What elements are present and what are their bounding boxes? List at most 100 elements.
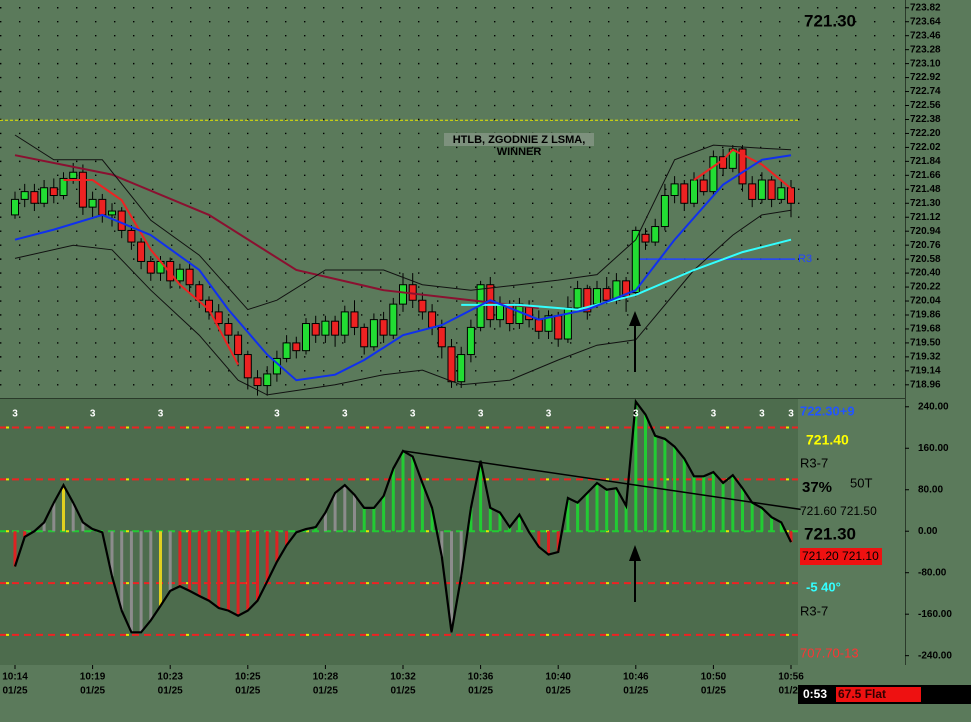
histogram-bar bbox=[314, 527, 318, 532]
candle-body bbox=[185, 268, 194, 286]
range-box bbox=[800, 548, 882, 565]
y-tick-label: -80.00 bbox=[918, 567, 947, 578]
candle-body bbox=[699, 179, 708, 193]
candle-body bbox=[311, 323, 320, 336]
y-tick-label: 721.48 bbox=[910, 184, 941, 195]
price: 721.30 bbox=[804, 524, 856, 543]
histogram-bar bbox=[110, 531, 114, 577]
x-tick-label: 10:23 bbox=[157, 672, 183, 683]
histogram-bar bbox=[256, 531, 259, 601]
histogram-bar bbox=[129, 531, 133, 633]
candle-body bbox=[690, 179, 698, 204]
histogram-bar bbox=[789, 531, 793, 543]
histogram-bar bbox=[547, 531, 550, 555]
arrow-head bbox=[629, 311, 641, 326]
range: 721.20 721.10 bbox=[802, 549, 879, 563]
x-tick-label: 10:40 bbox=[545, 672, 571, 683]
histogram-bar bbox=[731, 475, 735, 532]
cycle-label: 3 bbox=[410, 409, 416, 420]
histogram-bar bbox=[62, 485, 65, 532]
x-tick-label: 10:56 bbox=[778, 672, 804, 683]
candle-body bbox=[69, 171, 78, 179]
histogram-bar bbox=[71, 502, 75, 532]
y-tick-label: 720.04 bbox=[910, 296, 941, 307]
candle-body bbox=[175, 268, 184, 282]
histogram-bar bbox=[750, 502, 754, 532]
candle-body bbox=[282, 342, 291, 359]
histogram-bar bbox=[692, 476, 696, 532]
plot: 723.82 723.64 723.46 723.28 723.10 722.92 722.… bbox=[0, 2, 952, 697]
candle-body bbox=[437, 326, 446, 348]
histogram-bar bbox=[508, 527, 512, 532]
arrow-head bbox=[629, 545, 641, 561]
candle-body bbox=[389, 303, 398, 336]
zone: R3-7 bbox=[800, 455, 828, 470]
candle-body bbox=[757, 179, 766, 200]
candle-body bbox=[108, 210, 116, 216]
histogram-bar bbox=[188, 531, 192, 591]
candle-body bbox=[137, 241, 146, 262]
histogram-bar bbox=[353, 494, 356, 532]
y-tick-label: 719.32 bbox=[910, 352, 941, 363]
candle-body bbox=[651, 226, 660, 243]
candle-body bbox=[127, 229, 136, 243]
y-tick-label: 722.02 bbox=[910, 142, 941, 153]
angle: -5 40° bbox=[806, 579, 841, 594]
cycle-label: 3 bbox=[711, 409, 717, 420]
histogram-bar bbox=[537, 531, 541, 547]
indicator-line bbox=[461, 238, 792, 311]
y-tick-label: 719.50 bbox=[910, 338, 941, 349]
low-target: 707.70-13 bbox=[800, 645, 859, 660]
percent: 37% bbox=[802, 479, 832, 496]
x-date-label: 01/25 bbox=[546, 686, 571, 697]
candle-body bbox=[340, 311, 349, 336]
cycle-label: 3 bbox=[342, 409, 348, 420]
x-date-label: 01/25 bbox=[2, 686, 27, 697]
x-date-label: 01/25 bbox=[468, 686, 493, 697]
histogram-bar bbox=[323, 512, 327, 532]
histogram-bar bbox=[362, 507, 366, 532]
candle-body bbox=[670, 183, 679, 197]
y-tick-label: 719.68 bbox=[910, 324, 941, 335]
y-tick-label: -240.00 bbox=[918, 650, 952, 661]
histogram-bar bbox=[624, 505, 628, 532]
candle-body bbox=[20, 191, 29, 200]
histogram-bar bbox=[285, 531, 289, 546]
histogram-bar bbox=[644, 414, 647, 532]
histogram-bar bbox=[556, 531, 560, 552]
histogram-bar bbox=[566, 498, 570, 532]
y-tick-label: 720.40 bbox=[910, 268, 941, 279]
histogram-bar bbox=[168, 531, 172, 591]
candle-body bbox=[777, 187, 786, 200]
histogram-bar bbox=[498, 512, 502, 532]
histogram-bar bbox=[265, 531, 269, 582]
candle-body bbox=[214, 311, 223, 325]
candle-body bbox=[30, 191, 39, 204]
histogram-bar bbox=[343, 485, 347, 532]
candle-body bbox=[379, 319, 388, 336]
candle-body bbox=[554, 315, 563, 340]
candle-body bbox=[534, 319, 543, 332]
y-tick-label: 718.96 bbox=[910, 379, 941, 390]
annotation: HTLB, ZGODNIE Z LSMA, bbox=[453, 134, 586, 146]
y-tick-label: 722.74 bbox=[910, 86, 941, 97]
y-tick-label: 240.00 bbox=[918, 401, 949, 412]
y-tick-label: 722.20 bbox=[910, 128, 941, 139]
histogram-bar bbox=[779, 522, 783, 532]
histogram-bar bbox=[13, 531, 17, 567]
candle-body bbox=[59, 177, 68, 197]
histogram-bar bbox=[246, 531, 250, 611]
x-date-label: 01/25 bbox=[313, 686, 338, 697]
candle-body bbox=[40, 187, 49, 204]
x-tick-label: 10:36 bbox=[468, 672, 494, 683]
histogram-bar bbox=[440, 531, 444, 557]
x-date-label: 01/25 bbox=[390, 686, 415, 697]
histogram-bar bbox=[605, 489, 609, 532]
y-tick-label: 719.86 bbox=[910, 310, 941, 321]
candle-body bbox=[641, 233, 650, 243]
histogram-bar bbox=[372, 507, 376, 532]
candle-body bbox=[457, 354, 466, 383]
histogram-bar bbox=[236, 531, 240, 616]
x-date-label: 01/25 bbox=[158, 686, 183, 697]
